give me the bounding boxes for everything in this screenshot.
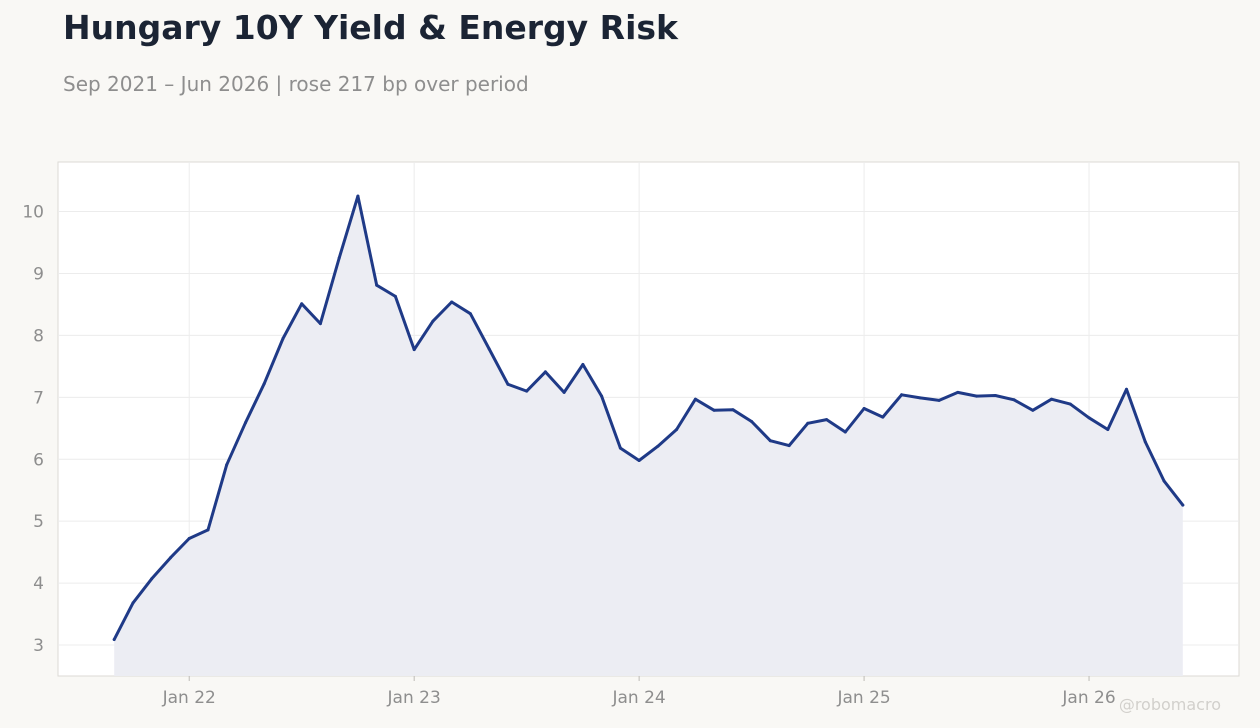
data-point [393, 294, 397, 298]
data-point [843, 430, 847, 434]
watermark: @robomacro [1119, 695, 1221, 714]
y-tick-label: 9 [33, 264, 44, 284]
data-point [806, 421, 810, 425]
x-tick-label: Jan 23 [387, 688, 441, 708]
y-tick-label: 4 [33, 574, 44, 594]
series-area-fill [114, 196, 1183, 676]
chart-title: Hungary 10Y Yield & Energy Risk [63, 8, 678, 47]
data-point [487, 347, 491, 351]
data-point [975, 394, 979, 398]
data-point [956, 390, 960, 394]
data-point [825, 418, 829, 422]
y-axis-ticks: 3 4 5 6 7 8 9 10 [22, 203, 44, 656]
y-tick-label: 10 [22, 203, 44, 223]
x-tick-label: Jan 26 [1061, 688, 1115, 708]
data-point [412, 348, 416, 352]
x-axis-ticks: Jan 22 Jan 23 Jan 24 Jan 25 Jan 26 [162, 676, 1116, 708]
data-point [1050, 397, 1053, 401]
data-point [562, 390, 566, 394]
data-point [150, 577, 154, 581]
chart-subtitle: Sep 2021 – Jun 2026 | rose 217 bp over p… [63, 72, 529, 96]
data-point [543, 370, 547, 374]
x-tick-label: Jan 22 [162, 688, 216, 708]
data-point [206, 528, 210, 532]
y-tick-label: 8 [33, 326, 44, 346]
data-point [1143, 440, 1147, 444]
data-point [862, 407, 866, 410]
data-point [187, 537, 191, 540]
data-point [1181, 503, 1185, 507]
data-point [169, 556, 172, 560]
data-point [787, 444, 791, 448]
data-point [1031, 408, 1035, 412]
data-point [637, 459, 641, 462]
data-point [1087, 416, 1091, 420]
data-point [337, 256, 341, 260]
data-point [656, 444, 660, 448]
data-point [1125, 387, 1128, 391]
data-point [506, 382, 510, 386]
data-point [768, 439, 772, 443]
x-tick-label: Jan 25 [836, 688, 890, 708]
data-point [225, 463, 229, 467]
data-point [244, 421, 247, 425]
data-point [1106, 428, 1110, 431]
data-point [993, 394, 997, 397]
y-tick-label: 3 [33, 636, 44, 656]
x-tick-label: Jan 24 [612, 688, 666, 708]
data-point [750, 420, 754, 423]
data-point [618, 446, 622, 450]
y-tick-label: 6 [33, 450, 44, 470]
data-point [525, 389, 529, 393]
data-point [881, 415, 885, 419]
data-point [131, 601, 135, 605]
data-point [675, 428, 679, 431]
data-point [112, 638, 116, 641]
data-points [112, 194, 1185, 641]
data-point [600, 394, 604, 398]
data-point [1068, 402, 1072, 406]
y-tick-label: 7 [33, 388, 44, 408]
data-point [712, 408, 716, 412]
data-point [693, 397, 697, 401]
data-point [1162, 479, 1166, 483]
data-point [900, 393, 904, 397]
data-point [731, 408, 735, 412]
data-point [375, 283, 379, 287]
data-point [1012, 398, 1016, 402]
data-point [431, 319, 435, 323]
data-point [581, 363, 585, 366]
data-point [468, 312, 472, 316]
data-point [300, 302, 304, 306]
data-point [918, 396, 922, 400]
data-point [318, 322, 322, 326]
data-point [262, 382, 266, 386]
series-line [112, 194, 1185, 641]
y-tick-label: 5 [33, 512, 44, 532]
data-point [937, 398, 941, 402]
data-point [450, 300, 454, 304]
data-point [281, 337, 285, 340]
data-point [356, 194, 360, 198]
